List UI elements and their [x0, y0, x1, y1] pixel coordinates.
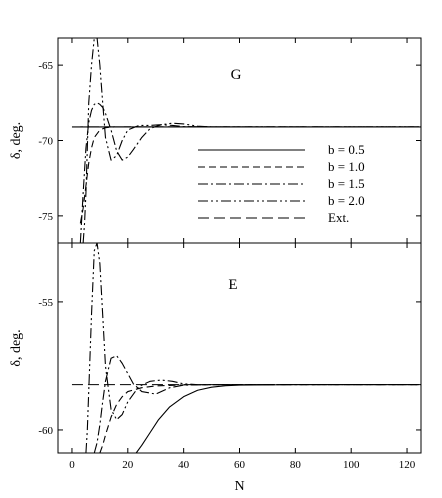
legend: b = 0.5 b = 1.0 b = 1.5 b = 2.0 Ext.: [198, 142, 365, 225]
x-tick-label: 80: [290, 459, 302, 471]
legend-label-b-0-5: b = 0.5: [328, 142, 365, 157]
panel-label: E: [228, 277, 237, 293]
x-tick-label: 100: [343, 459, 360, 471]
legend-label-b-1-0: b = 1.0: [328, 159, 365, 174]
plot-frame: [57, 242, 422, 454]
panel-bottom: 0 20 40 60 80 100 120 -55 -60 δ, deg. E N: [9, 242, 422, 494]
legend-label-b-2-0: b = 2.0: [328, 193, 365, 208]
y-axis-title: δ, deg.: [9, 122, 24, 159]
y-tick-label: -60: [38, 425, 53, 437]
series-line-b-1-0: [79, 126, 421, 224]
x-tick-label: 0: [69, 459, 75, 471]
series-line-b-1-5: [79, 102, 421, 243]
panel-label: G: [231, 67, 242, 83]
series-line-b-1-0: [99, 384, 421, 453]
x-tick-label: 120: [399, 459, 416, 471]
x-tick-label: 40: [178, 459, 190, 471]
x-tick-label: 60: [234, 459, 246, 471]
x-tick-label: 20: [122, 459, 134, 471]
series-line-b-1-5: [93, 355, 421, 453]
y-tick-label: -55: [38, 297, 53, 309]
series-line-b-2-0: [85, 243, 421, 453]
legend-label-ext: Ext.: [328, 210, 349, 225]
y-tick-label: -70: [38, 136, 53, 148]
x-axis-title: N: [234, 479, 244, 494]
y-tick-label: -65: [38, 60, 53, 72]
legend-label-b-1-5: b = 1.5: [328, 176, 365, 191]
series-line-b-0-5: [135, 384, 421, 453]
panel-top: -65-70-75δ, deg.Gb = 0.5b = 1.0b = 1.5b …: [9, 37, 422, 244]
series-line-b-2-0: [82, 38, 421, 243]
y-axis-title: δ, deg.: [9, 329, 24, 366]
y-tick-label: -75: [38, 211, 53, 223]
